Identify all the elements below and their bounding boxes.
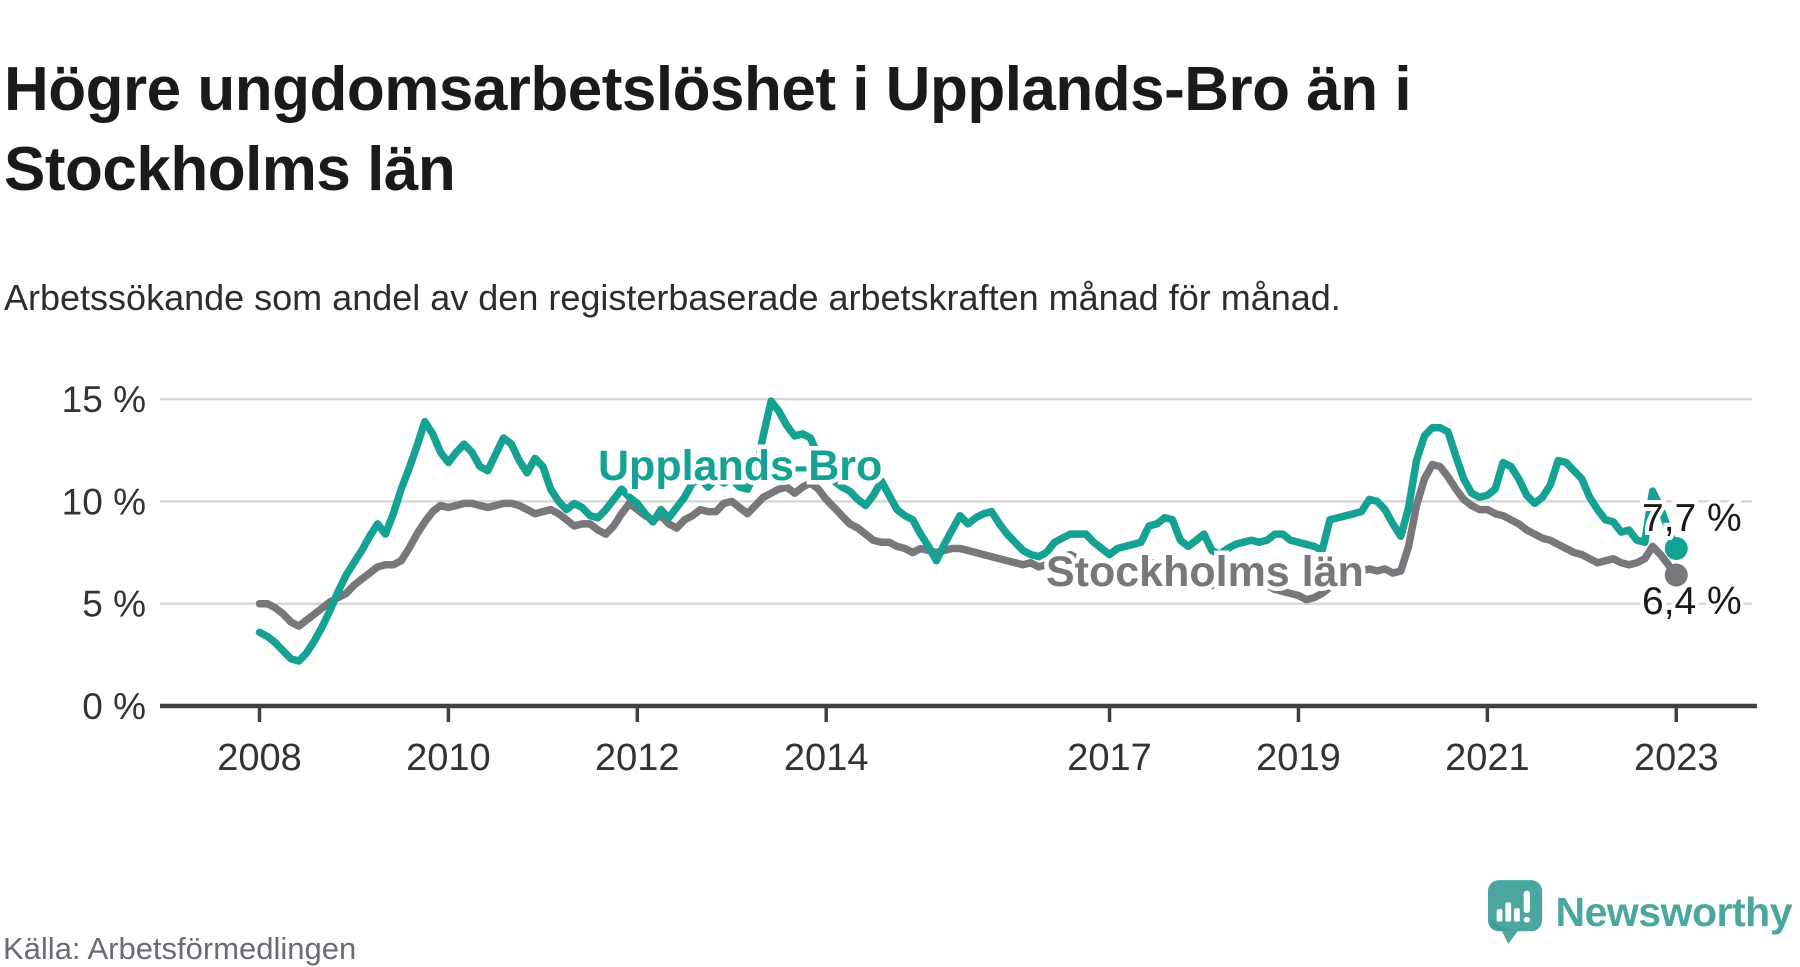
series-end-dot (1664, 563, 1688, 587)
source-note: Källa: Arbetsförmedlingen (3, 931, 357, 966)
y-axis-label: 10 % (62, 481, 146, 522)
x-axis-label: 2019 (1256, 737, 1341, 779)
series-end-value-label: 7,7 % (1642, 497, 1742, 540)
newsworthy-speech-bubble-chart-icon (1487, 880, 1542, 944)
series-label-stockholms-lan: Stockholms län (1046, 548, 1364, 596)
x-axis-label: 2014 (784, 737, 869, 779)
series-line-stockholms-lan (255, 460, 1681, 630)
x-axis-label: 2008 (217, 737, 302, 779)
series-line-upplands-bro (255, 397, 1681, 665)
series-end-value-label: 6,4 % (1642, 580, 1742, 623)
brand-name: Newsworthy (1555, 888, 1793, 935)
series-end-dot (1664, 536, 1688, 560)
chart-subtitle: Arbetssökande som andel av den registerb… (4, 277, 1341, 318)
x-axis-label: 2012 (595, 737, 680, 779)
x-axis-label: 2017 (1067, 737, 1152, 779)
y-axis-label: 0 % (82, 686, 146, 727)
x-axis-label: 2023 (1634, 737, 1719, 779)
y-axis-label: 15 % (62, 379, 146, 420)
brand-logo: Newsworthy (1487, 880, 1793, 944)
x-axis-label: 2010 (406, 737, 491, 779)
series-label-upplands-bro: Upplands-Bro (598, 442, 882, 490)
chart-title: Högre ungdomsarbetslöshet i Upplands-Bro… (4, 54, 1412, 205)
y-axis-label: 5 % (82, 584, 146, 625)
x-axis-label: 2021 (1445, 737, 1530, 779)
